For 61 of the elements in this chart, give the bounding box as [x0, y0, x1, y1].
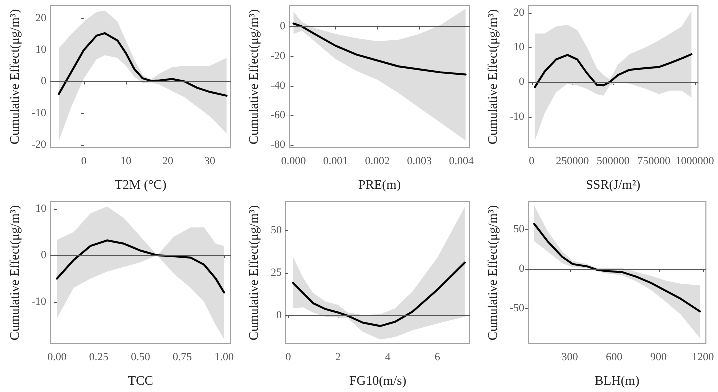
y-tick-label: -60: [270, 109, 286, 122]
x-axis-title: BLH(m): [594, 373, 640, 388]
x-tick-label: 750000: [638, 156, 672, 168]
x-tick-label: 10: [120, 156, 132, 168]
x-axis-title: FG10(m/s): [349, 373, 407, 388]
x-tick-label: 0: [529, 156, 536, 168]
y-tick-label: -10: [32, 296, 48, 308]
x-tick-label: 0.00: [48, 352, 68, 364]
x-tick-label: 6: [434, 352, 441, 364]
x-tick-label: 0.001: [323, 156, 348, 168]
x-tick-label: 1.00: [214, 352, 234, 364]
x-tick-label: 0: [81, 156, 88, 168]
x-tick-label: 0.50: [131, 352, 151, 364]
x-tick-label: 250000: [556, 156, 590, 168]
y-tick-label: 0: [519, 76, 526, 88]
y-tick-label: 50: [514, 224, 526, 236]
y-tick-label: 0: [276, 309, 282, 322]
x-tick-label: 600: [606, 352, 624, 364]
y-axis-title: Cumulative Effect(μg/m³): [7, 9, 22, 145]
x-tick-label: 0.75: [172, 352, 193, 364]
y-axis-title: Cumulative Effect(μg/m³): [246, 205, 261, 341]
y-tick-label: -10: [510, 110, 526, 123]
y-axis-title: Cumulative Effect(μg/m³): [485, 205, 500, 341]
x-tick-label: 0.003: [407, 156, 433, 168]
x-tick-label: 0.25: [89, 352, 110, 364]
y-axis-title: Cumulative Effect(μg/m³): [246, 9, 261, 145]
x-tick-label: 0.004: [449, 156, 474, 168]
x-axis-title: SSR(J/m²): [586, 177, 641, 192]
y-tick-label: 0: [41, 250, 48, 262]
x-tick-label: 4: [385, 352, 392, 364]
y-tick-label: 25: [271, 267, 282, 279]
y-axis-title: Cumulative Effect(μg/m³): [485, 9, 500, 145]
y-tick-label: -10: [32, 107, 48, 120]
x-tick-label: 500000: [596, 156, 630, 168]
x-tick-label: 900: [650, 352, 668, 364]
x-tick-label: 300: [562, 352, 579, 364]
x-tick-label: 0.000: [281, 156, 307, 168]
y-axis-title: Cumulative Effect(μg/m³): [7, 205, 22, 341]
y-tick-label: 50: [271, 224, 282, 237]
y-tick-label: 10: [36, 44, 48, 56]
y-tick-label: -80: [270, 139, 286, 152]
x-tick-label: 1200: [692, 352, 715, 364]
x-tick-label: 1000000: [676, 156, 715, 168]
y-tick-label: 20: [36, 12, 48, 25]
x-axis-title: PRE(m): [358, 177, 402, 192]
x-axis-title: T2M (°C): [114, 177, 167, 192]
y-tick-label: 0: [519, 263, 526, 276]
y-tick-label: 10: [514, 42, 526, 54]
y-tick-label: -20: [270, 50, 286, 62]
x-tick-label: 2: [335, 352, 341, 364]
x-axis-title: TCC: [128, 373, 154, 388]
y-tick-label: -20: [32, 138, 48, 151]
x-tick-label: 0.002: [365, 156, 390, 168]
x-tick-label: 30: [204, 156, 216, 168]
y-tick-label: 10: [36, 202, 48, 215]
y-tick-label: -40: [270, 80, 286, 92]
x-tick-label: 20: [162, 156, 174, 168]
y-tick-label: 0: [41, 76, 48, 88]
y-tick-label: 0: [280, 20, 286, 33]
y-tick-label: 20: [514, 6, 526, 19]
y-tick-label: -50: [510, 302, 526, 314]
